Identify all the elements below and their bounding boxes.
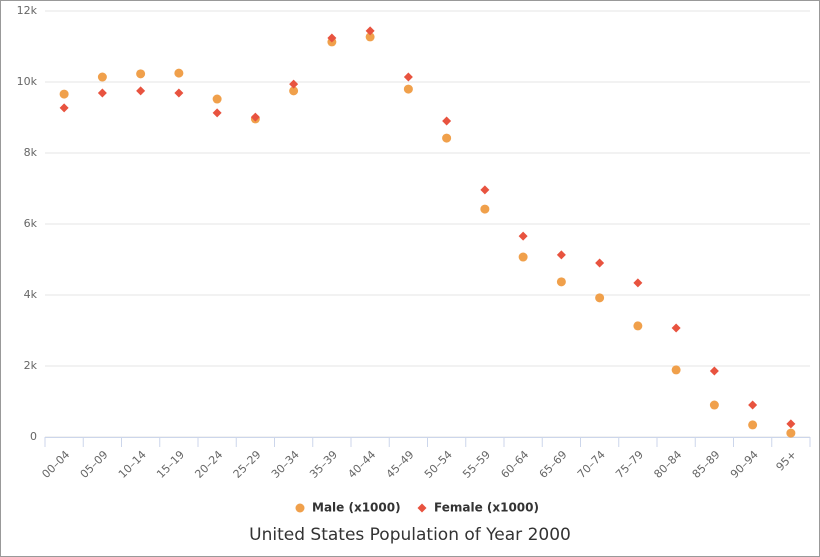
chart-title: United States Population of Year 2000: [249, 525, 571, 545]
point: [786, 428, 796, 438]
y-tick-label: 12k: [17, 4, 38, 17]
point: [212, 108, 222, 118]
point: [212, 94, 222, 104]
point: [365, 32, 375, 42]
point: [748, 420, 758, 430]
legend-label: Male (x1000): [312, 501, 401, 515]
point: [556, 250, 566, 260]
point: [417, 503, 427, 513]
point: [289, 86, 299, 96]
point: [633, 321, 643, 331]
point: [59, 103, 69, 113]
point: [556, 277, 566, 287]
point: [136, 86, 146, 96]
point: [595, 293, 605, 303]
point: [442, 133, 452, 143]
point: [709, 400, 719, 410]
point: [59, 89, 69, 99]
point: [327, 33, 337, 43]
point: [174, 68, 184, 78]
point: [97, 72, 107, 82]
point: [633, 278, 643, 288]
point: [442, 116, 452, 126]
y-tick-label: 6k: [24, 217, 38, 230]
point: [671, 323, 681, 333]
point: [709, 366, 719, 376]
point: [295, 503, 305, 513]
point: [289, 79, 299, 89]
point: [748, 400, 758, 410]
point: [174, 88, 184, 98]
point: [518, 252, 528, 262]
y-tick-label: 0: [30, 430, 37, 443]
point: [365, 26, 375, 36]
point: [403, 84, 413, 94]
y-tick-label: 2k: [24, 359, 38, 372]
y-tick-label: 10k: [17, 75, 38, 88]
point: [136, 69, 146, 79]
point: [480, 204, 490, 214]
y-tick-label: 4k: [24, 288, 38, 301]
point: [595, 258, 605, 268]
y-tick-label: 8k: [24, 146, 38, 159]
point: [250, 112, 260, 122]
point: [480, 185, 490, 195]
point: [786, 419, 796, 429]
point: [671, 365, 681, 375]
point: [518, 231, 528, 241]
legend-label: Female (x1000): [434, 501, 539, 515]
point: [403, 72, 413, 82]
point: [97, 88, 107, 98]
